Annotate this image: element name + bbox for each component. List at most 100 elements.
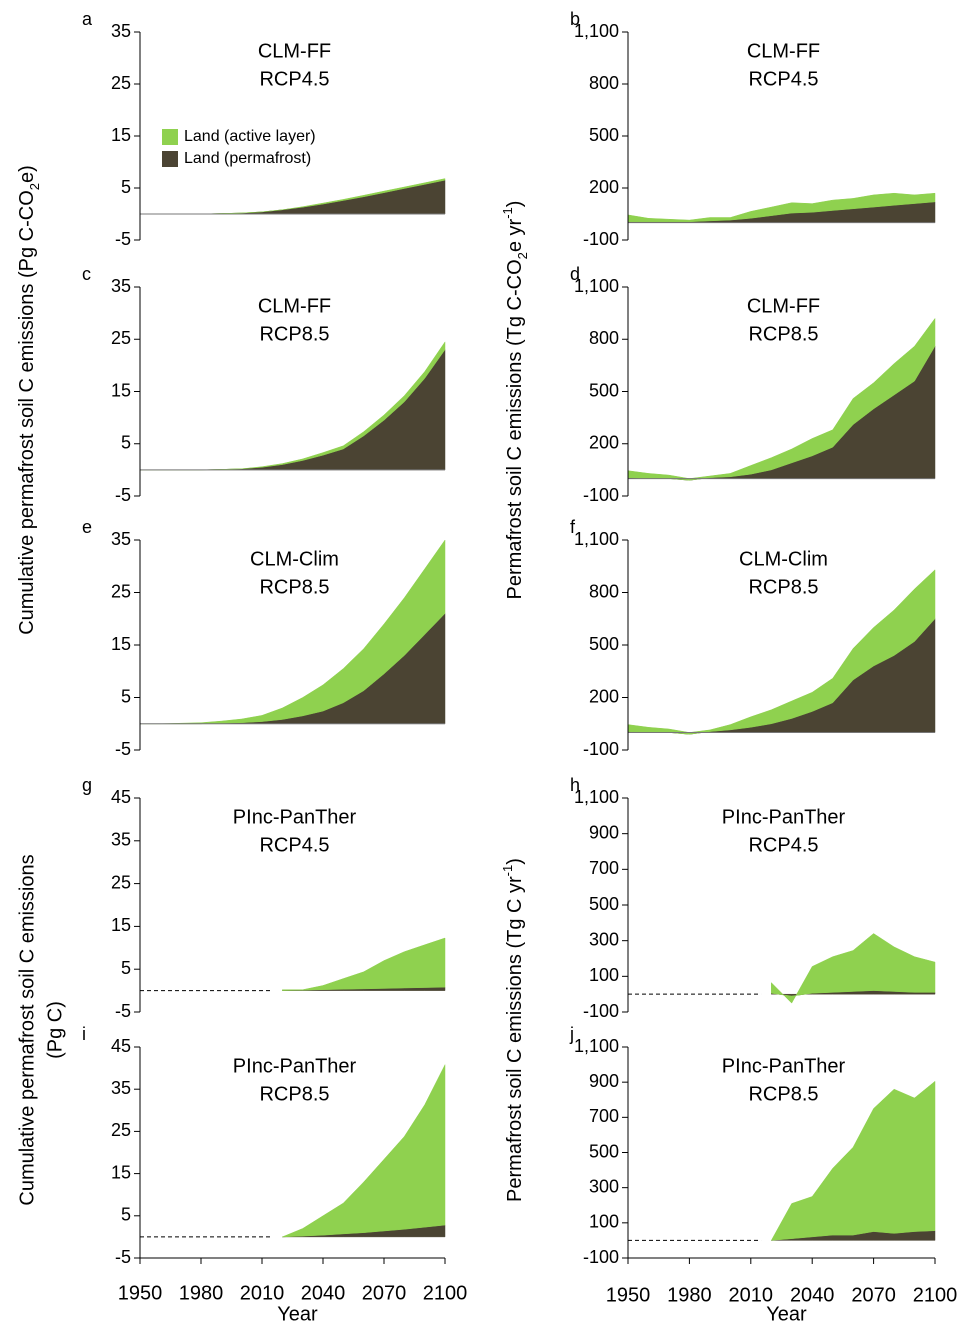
y-tick-label: 200 <box>589 177 619 197</box>
panel: i -5 5 15 25 35 45 PInc-PanTher RCP8.5 1950 1980 20… <box>82 1024 467 1326</box>
panel-letter: j <box>569 1024 574 1044</box>
y-tick-label: -100 <box>583 485 619 505</box>
panel-subtitle: RCP8.5 <box>748 576 818 598</box>
area <box>140 341 446 471</box>
y-tick-label: 45 <box>111 1036 131 1056</box>
label-part: Permafrost soil C emissions (Tg C-CO <box>504 259 526 599</box>
y-tick-label: 5 <box>121 433 131 453</box>
area <box>770 1080 936 1241</box>
y-tick-label: -5 <box>115 485 131 505</box>
y-tick-label: 35 <box>111 21 131 41</box>
panel: h -100 100 300 500 700 900 1,100 PInc-PanTher RCP… <box>570 775 936 1021</box>
panel: g -5 5 15 25 35 45 PInc-PanTher RCP4.5 <box>82 775 446 1021</box>
legend-label: Land (active layer) <box>184 128 316 145</box>
label-part: ) <box>504 201 526 208</box>
y-tick-label: -100 <box>583 1001 619 1021</box>
y-tick-label: -100 <box>583 1247 619 1267</box>
y-tick-label: 15 <box>111 1162 131 1182</box>
panel-subtitle: RCP4.5 <box>748 834 818 856</box>
panel-subtitle: RCP8.5 <box>259 323 329 345</box>
panel-subtitle: RCP4.5 <box>748 68 818 90</box>
panel-title: PInc-PanTher <box>722 806 846 828</box>
x-axis-label: Year <box>277 1303 318 1325</box>
panel-letter: h <box>570 775 580 795</box>
y-tick-label: -5 <box>115 739 131 759</box>
y-tick-label: -5 <box>115 229 131 249</box>
panel-title: CLM-FF <box>258 40 331 62</box>
y-tick-label: 100 <box>589 1212 619 1232</box>
area <box>140 178 446 215</box>
y-tick-label: 500 <box>589 894 619 914</box>
panel-title: PInc-PanTher <box>233 1055 357 1077</box>
panel-letter: b <box>570 9 580 29</box>
panel-letter: g <box>82 775 92 795</box>
legend-swatch <box>162 151 178 167</box>
panel-subtitle: RCP8.5 <box>748 1083 818 1105</box>
legend-label: Land (permafrost) <box>184 150 311 167</box>
y-tick-label: 100 <box>589 965 619 985</box>
y-tick-label: 500 <box>589 634 619 654</box>
panel: d -100 200 500 800 1,100 CLM-FF RCP8.5 <box>570 264 936 505</box>
y-tick-label: 800 <box>589 328 619 348</box>
y-axis-label: (Pg C) <box>44 1001 66 1059</box>
y-tick-label: 300 <box>589 1176 619 1196</box>
y-tick-label: 300 <box>589 929 619 949</box>
x-tick-label: 1950 <box>118 1282 163 1304</box>
y-tick-label: -5 <box>115 1001 131 1021</box>
y-tick-label: 500 <box>589 1141 619 1161</box>
y-tick-label: 35 <box>111 276 131 296</box>
panel-letter: d <box>570 264 580 284</box>
panel-title: CLM-FF <box>747 295 820 317</box>
label-part: -1 <box>500 865 515 877</box>
y-tick-label: 800 <box>589 73 619 93</box>
panel-subtitle: RCP8.5 <box>259 576 329 598</box>
y-tick-label: 15 <box>111 915 131 935</box>
label-part: e yr <box>504 218 526 252</box>
legend-swatch <box>162 129 178 145</box>
panel-letter: e <box>82 517 92 537</box>
panel-subtitle: RCP4.5 <box>259 834 329 856</box>
y-tick-label: 500 <box>589 125 619 145</box>
panel-subtitle: RCP4.5 <box>259 68 329 90</box>
y-tick-label: 200 <box>589 686 619 706</box>
panel-letter: i <box>82 1024 86 1044</box>
panel-title: PInc-PanTher <box>722 1055 846 1077</box>
panel: c -5 5 15 25 35 CLM-FF RCP8.5 <box>82 264 446 505</box>
x-tick-label: 2070 <box>362 1282 407 1304</box>
y-tick-label: 35 <box>111 529 131 549</box>
panel-subtitle: RCP8.5 <box>259 1083 329 1105</box>
y-tick-label: 1,100 <box>574 1036 619 1056</box>
x-tick-label: 2040 <box>790 1284 835 1306</box>
x-tick-label: 2040 <box>301 1282 346 1304</box>
panel-title: CLM-FF <box>258 295 331 317</box>
y-tick-label: 35 <box>111 1078 131 1098</box>
y-tick-label: 25 <box>111 328 131 348</box>
y-tick-label: 15 <box>111 125 131 145</box>
panel-letter: a <box>82 9 93 29</box>
y-tick-label: 900 <box>589 1071 619 1091</box>
area <box>140 539 446 725</box>
panel-subtitle: RCP8.5 <box>748 323 818 345</box>
y-tick-label: 700 <box>589 858 619 878</box>
x-tick-label: 2100 <box>913 1284 958 1306</box>
label-part: ) <box>504 858 526 865</box>
y-tick-label: 1,100 <box>574 787 619 807</box>
y-tick-label: 500 <box>589 380 619 400</box>
x-tick-label: 2100 <box>423 1282 468 1304</box>
x-tick-label: 1980 <box>667 1284 712 1306</box>
area <box>140 348 446 471</box>
label-part: Cumulative permafrost soil C emissions (… <box>16 190 38 635</box>
y-tick-label: 5 <box>121 177 131 197</box>
panel: f -100 200 500 800 1,100 CLM-Clim RCP8.5 <box>570 517 936 759</box>
area <box>627 569 936 735</box>
y-tick-label: 800 <box>589 581 619 601</box>
y-axis-label: Cumulative permafrost soil C emissions <box>16 854 38 1205</box>
panel: a -5 5 15 25 35 CLM-FF RCP4.5 Land (active layer… <box>82 9 446 249</box>
panel-title: CLM-FF <box>747 40 820 62</box>
y-tick-label: 5 <box>121 1205 131 1225</box>
y-tick-label: 25 <box>111 581 131 601</box>
area <box>771 933 936 1004</box>
panel-title: CLM-Clim <box>739 548 828 570</box>
x-tick-label: 2010 <box>729 1284 774 1306</box>
